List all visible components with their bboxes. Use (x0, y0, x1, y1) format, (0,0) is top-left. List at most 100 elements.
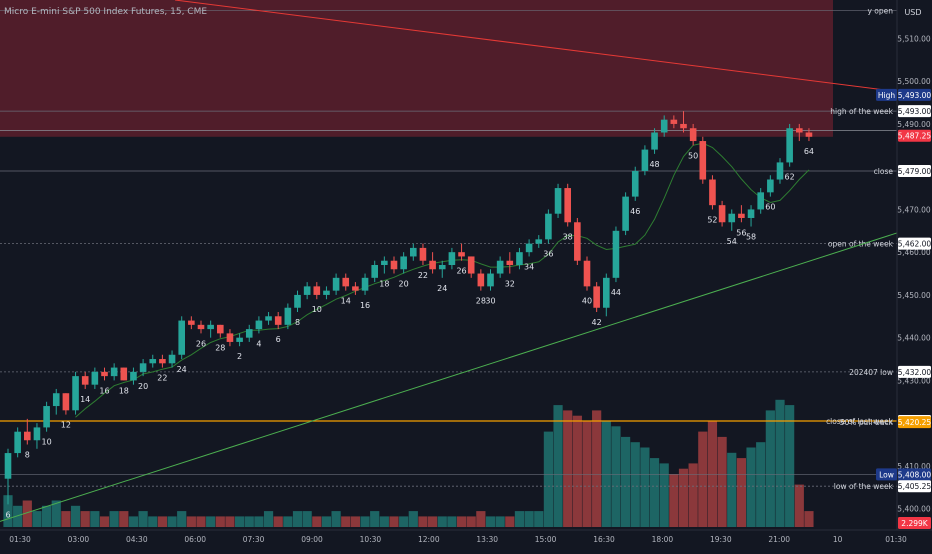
candle-body (757, 192, 764, 210)
volume-tag (898, 517, 931, 529)
price-tag (898, 365, 931, 378)
level-label: close (874, 167, 894, 176)
level-label: high of the week (830, 107, 893, 116)
time-tick: 21:00 (768, 535, 790, 544)
candle-body (516, 252, 523, 265)
level-tag-label: Low (879, 470, 894, 479)
volume-bar (128, 516, 139, 527)
resistance-zone-layer (0, 0, 833, 137)
volume-bar (109, 511, 119, 527)
candle-body (4, 453, 12, 479)
candle-body (323, 290, 330, 295)
volume-bar (640, 447, 650, 527)
price-tick: 5,430.00 (897, 376, 931, 385)
candle-number: 16 (360, 301, 370, 310)
price-tag (898, 88, 931, 101)
candle-body (747, 209, 755, 218)
candle-body (332, 277, 340, 291)
volume-bar (177, 511, 187, 527)
time-tick: 15:00 (535, 535, 557, 544)
candle-body (352, 286, 359, 291)
trend-line (0, 232, 898, 522)
price-tag (898, 164, 931, 177)
candle-body (622, 196, 629, 231)
candle-body (709, 179, 716, 206)
candle-number: 24 (437, 284, 447, 293)
candle-body (245, 329, 253, 338)
volume-bar (61, 511, 71, 527)
candle-number: 16 (99, 386, 109, 395)
volume-bar (649, 458, 660, 527)
candle-body (670, 119, 678, 124)
candle-body (72, 376, 79, 411)
candle-body (767, 179, 774, 193)
candle-body (226, 333, 234, 342)
resistance-line (174, 0, 898, 92)
candle-body (651, 132, 658, 150)
candle-number: 28 (215, 344, 225, 353)
candle-body (188, 320, 195, 325)
volume-bar (283, 516, 293, 527)
price-tag-value: 5,405.25 (898, 482, 932, 491)
volume-bar (350, 516, 360, 527)
candle-number: 20 (138, 382, 148, 391)
volume-bar (534, 511, 544, 527)
volume-bar (80, 511, 90, 527)
candle-body (33, 427, 41, 441)
candle-body (400, 256, 407, 270)
price-tick: 5,460.00 (897, 248, 931, 257)
volume-bar (630, 442, 640, 527)
volume-bar (418, 516, 428, 527)
volume-bar (32, 511, 42, 527)
resistance-zone (0, 0, 833, 137)
volume-bar (582, 421, 592, 527)
candle-number: 28 (476, 297, 486, 306)
candle-body (313, 286, 321, 295)
price-tag-value: 5,479.00 (898, 167, 932, 176)
candle-body (168, 354, 176, 364)
level-label: low of the week (834, 482, 894, 491)
level-label: 202407 low (849, 368, 893, 377)
candle-body (448, 252, 456, 265)
candle-body (805, 132, 813, 137)
candle-body (110, 367, 118, 377)
volume-bar (370, 511, 380, 527)
volume-bar (553, 405, 563, 527)
candle-number: 40 (582, 297, 592, 306)
candle-body (381, 260, 388, 265)
candle-body (535, 239, 543, 244)
candle-number: 52 (707, 215, 717, 224)
candle-number: 58 (746, 233, 756, 242)
volume-bar (312, 516, 322, 527)
volume-bar (707, 421, 718, 527)
candle-body (496, 260, 504, 274)
candle-number: 18 (119, 386, 129, 395)
candle-body (467, 256, 475, 274)
candle-body (14, 431, 21, 454)
candle-number: 4 (256, 339, 261, 348)
price-tick: 5,510.00 (897, 34, 931, 43)
volume-bar (90, 511, 100, 527)
level-tag (876, 468, 897, 481)
candle-number: 44 (611, 288, 621, 297)
time-tick: 12:00 (418, 535, 440, 544)
volume-bar (244, 516, 254, 527)
candle-body (81, 376, 89, 385)
candle-number: 8 (25, 451, 30, 460)
candle-body (139, 363, 147, 372)
candle-body (438, 265, 446, 270)
level-tag-label: High (878, 91, 895, 100)
volume-bar (476, 511, 486, 527)
candle-body (217, 324, 224, 334)
candle-body (52, 393, 60, 407)
currency-label[interactable]: USD (904, 8, 921, 17)
volume-bar (379, 516, 389, 527)
time-tick: 10:30 (360, 535, 382, 544)
price-tag (898, 416, 931, 429)
candle-number: 6 (276, 335, 281, 344)
candle-body (361, 277, 369, 291)
candle-number: 2 (237, 352, 242, 361)
price-tag-value: 5,487.25 (898, 132, 932, 141)
